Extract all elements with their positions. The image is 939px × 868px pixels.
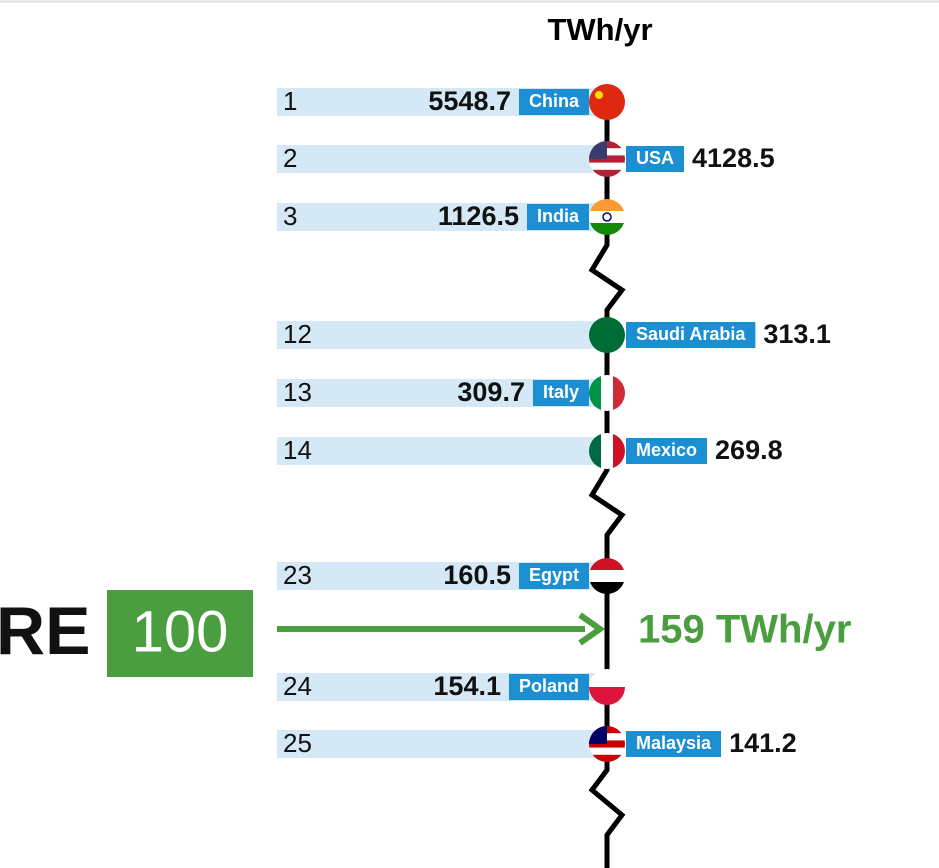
logo-box <box>107 590 253 677</box>
country-box <box>518 89 589 115</box>
flag-stripe <box>589 84 625 120</box>
flag-stripe <box>589 162 625 171</box>
country-box <box>626 731 722 757</box>
value: 269.8 <box>715 435 783 465</box>
ranking-row: 23 Egypt 160.5 <box>277 558 625 594</box>
value: 5548.7 <box>428 86 511 116</box>
country-label: USA <box>636 148 674 168</box>
flag-canton <box>589 726 607 744</box>
flag-stripe <box>589 375 602 411</box>
country-box <box>526 204 589 230</box>
value: 313.1 <box>763 319 831 349</box>
row-band <box>277 145 607 173</box>
country-box <box>626 322 756 348</box>
ranking-row: 24 Poland 154.1 <box>277 669 625 705</box>
flag-stripe <box>613 433 625 469</box>
flag <box>589 199 625 235</box>
country-box <box>626 438 708 464</box>
axis-line <box>588 100 626 868</box>
country-label: Saudi Arabia <box>636 324 746 344</box>
rank: 24 <box>283 671 312 701</box>
axis <box>588 100 626 868</box>
rank: 12 <box>283 319 312 349</box>
ranking-row: 1 China 5548.7 <box>277 84 625 120</box>
flag <box>589 558 625 594</box>
value: 309.7 <box>457 377 525 407</box>
flag-stripe <box>589 558 625 571</box>
flag-stripe <box>613 375 625 411</box>
flag-stripe <box>589 169 625 177</box>
logo-number: 100 <box>132 599 229 664</box>
country-label: Egypt <box>529 565 579 585</box>
rank: 25 <box>283 728 312 758</box>
flag <box>589 433 625 469</box>
rank: 13 <box>283 377 312 407</box>
ranking-row: 14 Mexico 269.8 <box>277 433 783 469</box>
row-band <box>277 321 607 349</box>
rank: 2 <box>283 143 297 173</box>
flag-stripe <box>589 433 602 469</box>
flag-stripe <box>601 433 614 469</box>
rows: 1 China 5548.7 2 USA 4128.5 3 India 1126.5 12 Saud… <box>277 84 831 762</box>
value: 154.1 <box>433 671 501 701</box>
logo-re: RE <box>0 593 90 669</box>
country-label: Mexico <box>636 440 697 460</box>
flag-emblem <box>595 91 603 99</box>
country-label: Poland <box>519 676 579 696</box>
flag-stripe <box>589 570 625 583</box>
flag-canton <box>589 141 607 159</box>
country-label: India <box>537 206 580 226</box>
value: 141.2 <box>729 728 797 758</box>
value: 160.5 <box>443 560 511 590</box>
flag <box>589 375 625 411</box>
country-box <box>626 146 685 172</box>
ranking-row: 2 USA 4128.5 <box>277 141 775 177</box>
unit-title: TWh/yr <box>547 12 652 47</box>
row-band <box>277 437 607 465</box>
flag <box>589 317 625 353</box>
ranking-row: 12 Saudi Arabia 313.1 <box>277 317 831 353</box>
flag-stripe <box>589 740 625 749</box>
rank: 23 <box>283 560 312 590</box>
flag-stripe <box>589 582 625 594</box>
row-band <box>277 730 607 758</box>
rank: 14 <box>283 435 312 465</box>
flag-stripe <box>589 687 625 705</box>
flag-stripe <box>589 199 625 212</box>
flag-stripe <box>589 155 625 164</box>
flag-stripe <box>589 669 625 688</box>
flag-emblem <box>602 212 612 222</box>
threshold-label: 159 TWh/yr <box>638 608 851 652</box>
country-box <box>532 380 589 406</box>
value: 4128.5 <box>692 143 775 173</box>
country-box <box>518 563 589 589</box>
flag-stripe <box>589 317 625 353</box>
re100-logo: RE 100 <box>0 590 253 677</box>
country-label: Italy <box>543 382 579 402</box>
country-label: China <box>529 91 580 111</box>
rank: 1 <box>283 86 297 116</box>
arrow-head <box>578 612 606 646</box>
ranking-row: 13 Italy 309.7 <box>277 375 625 411</box>
rank: 3 <box>283 201 297 231</box>
flag <box>589 669 625 705</box>
ranking-row: 3 India 1126.5 <box>277 199 625 235</box>
flag-stripe <box>589 223 625 235</box>
country-box <box>508 674 589 700</box>
flag <box>589 84 625 120</box>
flag-stripe <box>589 747 625 756</box>
country-label: Malaysia <box>636 733 712 753</box>
flag-stripe <box>601 375 614 411</box>
flag-stripe <box>589 211 625 224</box>
flag-stripe <box>589 754 625 762</box>
ranking-row: 25 Malaysia 141.2 <box>277 726 797 762</box>
value: 1126.5 <box>438 201 519 231</box>
